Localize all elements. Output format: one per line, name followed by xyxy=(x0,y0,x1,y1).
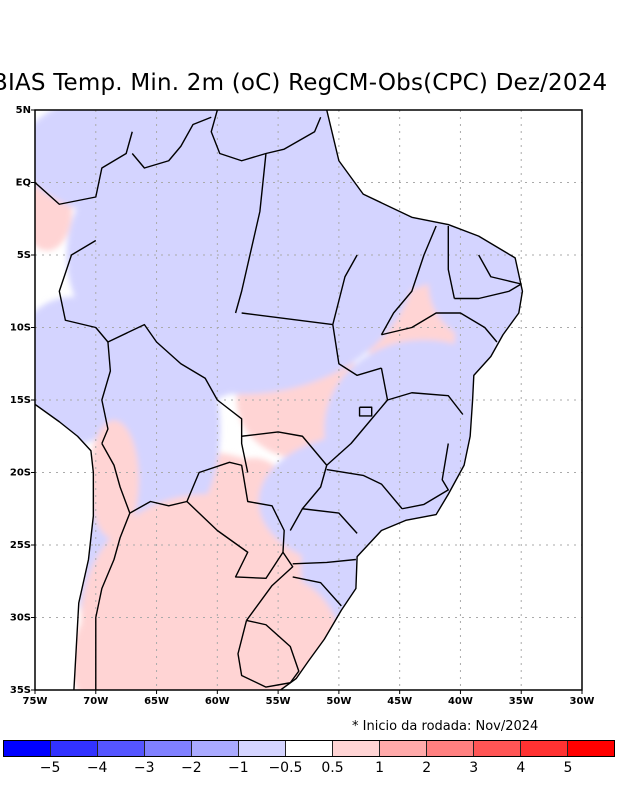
border-colombia-border xyxy=(35,131,133,205)
lat-tick-label: 35S xyxy=(10,685,31,696)
lon-tick-label: 45W xyxy=(387,696,412,707)
colorbar-label: 3 xyxy=(469,760,479,776)
lon-tick-label: 35W xyxy=(509,696,534,707)
border-piaui-ceara xyxy=(447,226,456,299)
lat-tick-label: 30S xyxy=(10,613,31,624)
colorbar-segment xyxy=(286,741,333,756)
field-contour-argentina-warm-core xyxy=(71,561,339,690)
lat-tick-label: 10S xyxy=(10,323,31,334)
border-pr-sc xyxy=(292,558,356,565)
colorbar-segment xyxy=(333,741,380,756)
field-contour-atacama-warm xyxy=(89,420,139,540)
border-argentina-brazil xyxy=(245,551,294,621)
map-title: BIAS Temp. Min. 2m (oC) RegCM-Obs(CPC) D… xyxy=(0,70,608,96)
colorbar-segment xyxy=(239,741,286,756)
border-goias-mg xyxy=(326,367,389,466)
lon-tick-label: 65W xyxy=(144,696,169,707)
pacific-ocean xyxy=(35,404,94,690)
lat-tick-label: 5N xyxy=(16,105,31,116)
border-coast-west xyxy=(35,403,95,690)
lon-tick-label: 60W xyxy=(205,696,230,707)
lat-tick-label: 15S xyxy=(10,395,31,406)
colorbar-label: −4 xyxy=(86,760,108,776)
colorbar-label: −3 xyxy=(133,760,155,776)
border-maranhao-piaui xyxy=(380,225,437,336)
border-mg-ba xyxy=(387,392,464,415)
border-argentina-chile xyxy=(95,512,131,690)
colorbar-segment xyxy=(145,741,192,756)
border-peru-brazil xyxy=(58,239,109,343)
border-sp-pr xyxy=(302,508,358,534)
border-peru-bolivia xyxy=(101,341,112,444)
lon-tick-label: 70W xyxy=(83,696,108,707)
border-bahia-north xyxy=(381,312,498,343)
colorbar-segment xyxy=(568,741,614,756)
axis-ticks: 75W 70W 65W 60W 55W 50W 45W 40W 35W 30W 5N EQ 5S 10S 1… xyxy=(10,105,595,707)
border-amazonas-para xyxy=(234,153,267,314)
border-uruguay xyxy=(237,619,300,688)
lat-tick-label: 5S xyxy=(17,250,31,261)
colorbar-segment xyxy=(474,741,521,756)
colorbar-label: 5 xyxy=(563,760,573,776)
political-borders xyxy=(35,110,524,690)
colorbar-label: −0.5 xyxy=(268,760,303,776)
colorbar-segment xyxy=(521,741,568,756)
colorbar-label: 4 xyxy=(516,760,526,776)
border-mt-ms xyxy=(241,431,328,466)
colorbar-label: 1 xyxy=(375,760,385,776)
border-para-tocantins xyxy=(332,254,358,325)
colorbar xyxy=(3,740,615,757)
border-coast-east xyxy=(280,110,524,690)
border-brazil-north xyxy=(210,110,322,162)
colorbar-segment xyxy=(98,741,145,756)
border-chile-bolivia xyxy=(101,443,131,514)
colorbar-segment xyxy=(4,741,51,756)
colorbar-label: −1 xyxy=(228,760,249,776)
run-start-note: * Inicio da rodada: Nov/2024 xyxy=(352,719,539,734)
field-contour-goias-warm-core xyxy=(283,377,334,437)
lat-tick-label: 20S xyxy=(10,468,31,479)
colorbar-segment xyxy=(380,741,427,756)
colorbar-label: 2 xyxy=(422,760,432,776)
border-tocantins-goias xyxy=(332,324,382,377)
lat-tick-label: EQ xyxy=(16,178,31,189)
border-ms-sp xyxy=(289,465,328,531)
colorbar-segment xyxy=(51,741,98,756)
border-df xyxy=(358,406,373,417)
border-venezuela-brazil xyxy=(131,116,212,169)
colorbar-labels: −5 −4 −3 −2 −1 −0.5 0.5 1 2 3 4 5 xyxy=(3,760,615,780)
border-ne-states xyxy=(454,254,522,300)
lon-tick-label: 55W xyxy=(266,696,291,707)
colorbar-segment xyxy=(192,741,239,756)
border-bolivia-argentina xyxy=(129,500,188,514)
colorbar-label: −2 xyxy=(180,760,202,776)
border-bolivia-brazil xyxy=(107,323,249,473)
lon-tick-label: 40W xyxy=(448,696,473,707)
border-paraguay xyxy=(186,461,285,580)
lon-tick-label: 30W xyxy=(570,696,595,707)
colorbar-label: 0.5 xyxy=(321,760,344,776)
atlantic-ocean xyxy=(280,110,582,690)
colorbar-label: −5 xyxy=(39,760,61,776)
lat-tick-label: 25S xyxy=(10,540,31,551)
border-sc-rs xyxy=(292,576,342,607)
lon-tick-label: 50W xyxy=(326,696,351,707)
ocean-mask xyxy=(35,110,582,690)
colorbar-segment xyxy=(427,741,474,756)
border-sp-mg xyxy=(326,468,403,510)
border-mg-es-rj xyxy=(401,443,449,510)
lon-tick-label: 75W xyxy=(23,696,48,707)
border-para-mt xyxy=(241,312,333,326)
graticule xyxy=(35,110,582,690)
